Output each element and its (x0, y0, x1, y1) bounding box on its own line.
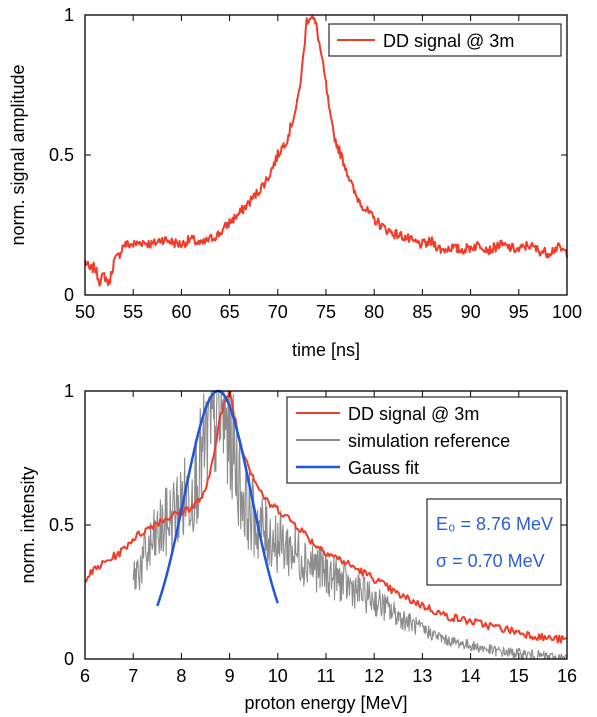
top-x-axis-label: time [ns] (292, 340, 360, 360)
y-tick-label: 1 (64, 381, 74, 401)
x-tick-label: 14 (461, 666, 481, 686)
x-tick-label: 6 (80, 666, 90, 686)
top-plot-frame (84, 14, 568, 296)
x-tick-label: 11 (317, 666, 336, 686)
top-signal-line (84, 14, 568, 287)
x-tick-label: 65 (220, 302, 240, 322)
simulation-reference-line (132, 390, 568, 660)
x-tick-label: 70 (268, 302, 288, 322)
x-tick-label: 8 (176, 666, 186, 686)
fit-parameters-frame (426, 498, 562, 586)
bottom-signal-line (84, 390, 567, 644)
fit-parameters-box: E₀ = 8.76 MeV σ = 0.70 MeV (426, 498, 562, 586)
x-tick-label: 13 (412, 666, 432, 686)
x-tick-label: 95 (509, 302, 529, 322)
x-tick-label: 10 (268, 666, 288, 686)
bottom-y-axis-label: norm. intensity (18, 466, 38, 583)
x-tick-label: 7 (128, 666, 138, 686)
bottom-panel: 6 7 8 9 10 11 12 13 14 15 16 00.51 proton energy [… (18, 381, 577, 713)
fit-mean-annotation: E₀ = 8.76 MeV (436, 514, 553, 534)
x-tick-label: 90 (461, 302, 481, 322)
x-tick-label: 15 (509, 666, 529, 686)
x-tick-label: 80 (364, 302, 384, 322)
x-tick-label: 12 (364, 666, 384, 686)
x-tick-label: 100 (552, 302, 582, 322)
y-tick-label: 0 (64, 649, 74, 669)
legend-label-gauss: Gauss fit (348, 458, 419, 478)
bottom-x-axis-label: proton energy [MeV] (244, 693, 407, 713)
x-tick-label: 55 (123, 302, 143, 322)
top-y-axis: 00.51 (49, 5, 567, 305)
legend-label-simulation: simulation reference (348, 431, 510, 451)
top-y-axis-label: norm. signal amplitude (8, 64, 28, 245)
gauss-fit-line (156, 389, 279, 607)
y-tick-label: 0 (64, 285, 74, 305)
y-tick-label: 0.5 (49, 515, 74, 535)
top-panel: 50 55 60 65 70 75 80 85 90 95 100 00.51 time [ns] … (8, 5, 582, 360)
bottom-legend: DD signal @ 3m simulation reference Gaus… (286, 396, 562, 484)
y-tick-label: 0.5 (49, 145, 74, 165)
x-tick-label: 50 (75, 302, 95, 322)
x-tick-label: 60 (171, 302, 191, 322)
legend-label-signal: DD signal @ 3m (348, 404, 479, 424)
bottom-x-axis: 6 7 8 9 10 11 12 13 14 15 16 (80, 391, 577, 686)
x-tick-label: 16 (557, 666, 577, 686)
x-tick-label: 9 (225, 666, 235, 686)
y-tick-label: 1 (64, 5, 74, 25)
top-x-axis: 50 55 60 65 70 75 80 85 90 95 100 (75, 15, 582, 322)
bottom-y-axis: 00.51 (49, 381, 567, 669)
x-tick-label: 85 (412, 302, 432, 322)
x-tick-label: 75 (316, 302, 336, 322)
top-legend-label: DD signal @ 3m (383, 31, 514, 51)
fit-sigma-annotation: σ = 0.70 MeV (436, 551, 545, 571)
top-legend: DD signal @ 3m (328, 23, 562, 57)
